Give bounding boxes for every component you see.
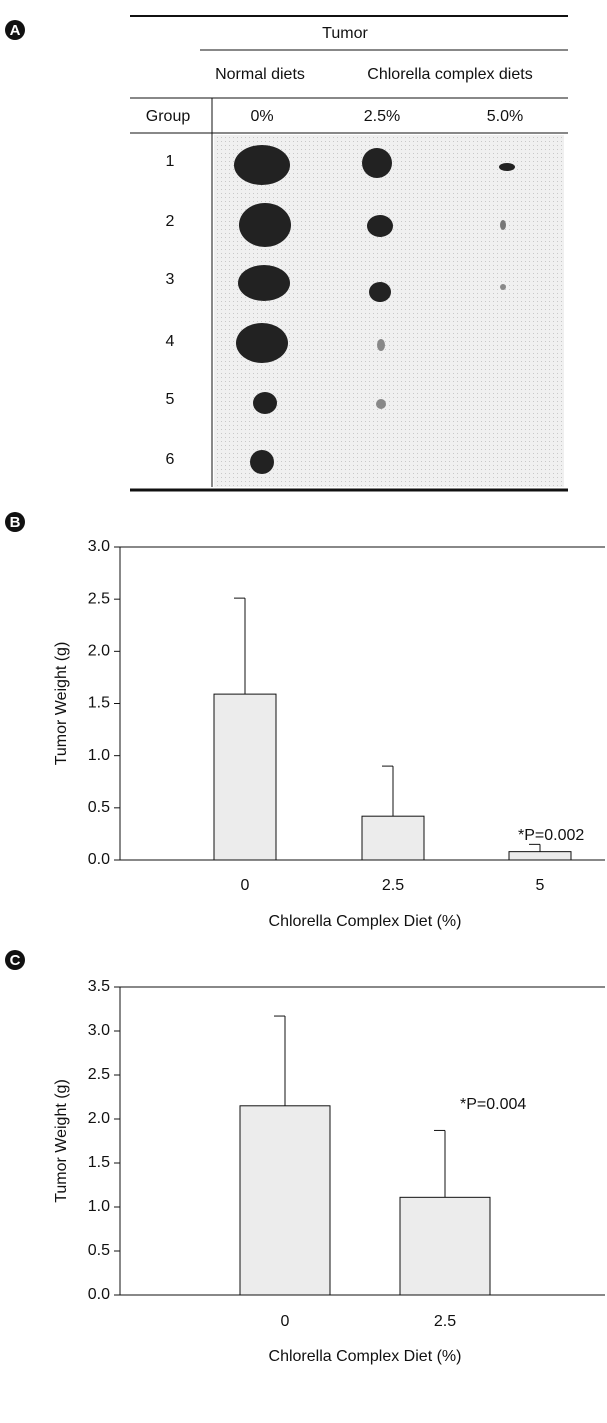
x-tick-label: 2.5 [382, 877, 404, 894]
column-header: 2.5% [364, 108, 400, 125]
tumor [234, 145, 290, 185]
tumor [236, 323, 288, 363]
y-tick-label: 1.0 [88, 747, 110, 764]
panel-badge [5, 512, 25, 532]
group-label: 3 [166, 271, 175, 288]
y-tick-label: 2.0 [88, 643, 110, 660]
subheader: Normal diets [215, 66, 305, 83]
bar [399, 1196, 491, 1296]
y-tick-label: 1.0 [88, 1198, 110, 1215]
panel-label: A [10, 22, 21, 39]
tumor [369, 282, 391, 302]
tumor [362, 148, 392, 178]
x-tick-label: 0 [241, 877, 250, 894]
bar [508, 851, 572, 861]
annotation: *P=0.002 [518, 827, 584, 844]
photo [214, 135, 564, 487]
tumor [238, 265, 290, 301]
subheader: Chlorella complex diets [367, 66, 532, 83]
y-tick-label: 1.5 [88, 695, 110, 712]
tumor [500, 284, 506, 290]
tumor [377, 339, 385, 351]
y-tick-label: 2.0 [88, 1110, 110, 1127]
y-axis-label: Tumor Weight (g) [53, 1079, 70, 1203]
tumors [234, 145, 515, 474]
y-tick-label: 0.5 [88, 1242, 110, 1259]
chart: B 0.0 0.5 1.0 1.5 2.0 2.5 3.0 0 2.5 5 *P=0.002 Chlor… [5, 512, 605, 930]
y-axis-label: Tumor Weight (g) [53, 642, 70, 766]
panel-label: C [10, 952, 21, 969]
group-label: 5 [166, 391, 175, 408]
group-label: 6 [166, 451, 175, 468]
tumor [499, 163, 515, 171]
x-tick-label: 5 [536, 877, 545, 894]
chart: C 0.0 0.5 1.0 1.5 2.0 2.5 3.0 3.5 0 2.5 *P=0.004 Chl… [5, 950, 605, 1365]
y-tick-label: 0.0 [88, 851, 110, 868]
y-tick-label: 0.0 [88, 1286, 110, 1303]
y-tick-label: 2.5 [88, 1066, 110, 1083]
tumor [367, 215, 393, 237]
y-tick-label: 0.5 [88, 799, 110, 816]
y-tick-label: 3.5 [88, 978, 110, 995]
y-tick-label: 2.5 [88, 590, 110, 607]
tumor [250, 450, 274, 474]
tumor [253, 392, 277, 414]
annotation: *P=0.004 [460, 1096, 526, 1113]
column-header: Group [146, 108, 191, 125]
x-tick-label: 2.5 [434, 1313, 456, 1330]
x-axis-label: Chlorella Complex Diet (%) [269, 913, 462, 930]
group-label: 2 [166, 213, 175, 230]
column-header: 0% [250, 108, 273, 125]
tumor [239, 203, 291, 247]
panel-a: A Tumor Normal diets Chlorella complex d… [5, 15, 568, 492]
bar [213, 693, 277, 861]
tumor [376, 399, 386, 409]
x-tick-label: 0 [281, 1313, 290, 1330]
x-axis-label: Chlorella Complex Diet (%) [269, 1348, 462, 1365]
y-tick-label: 3.0 [88, 538, 110, 555]
bar [361, 815, 425, 861]
tumor [500, 220, 506, 230]
group-labels: 1 2 3 4 5 6 [166, 153, 175, 468]
header: Tumor [322, 25, 368, 42]
panel-label: B [10, 514, 21, 531]
bar [239, 1105, 331, 1296]
y-tick-label: 1.5 [88, 1154, 110, 1171]
panel-badge [5, 20, 25, 40]
panel-badge [5, 950, 25, 970]
group-label: 1 [166, 153, 175, 170]
y-tick-label: 3.0 [88, 1022, 110, 1039]
column-header: 5.0% [487, 108, 523, 125]
group-label: 4 [166, 333, 175, 350]
